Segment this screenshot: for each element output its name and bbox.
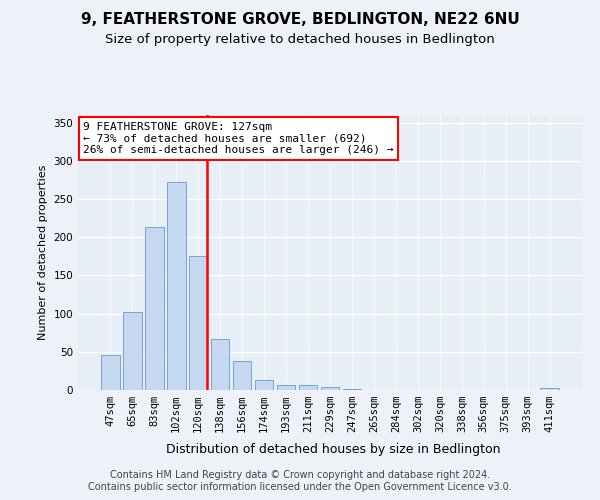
Text: 9, FEATHERSTONE GROVE, BEDLINGTON, NE22 6NU: 9, FEATHERSTONE GROVE, BEDLINGTON, NE22 …: [80, 12, 520, 28]
Text: Size of property relative to detached houses in Bedlington: Size of property relative to detached ho…: [105, 32, 495, 46]
Text: Contains public sector information licensed under the Open Government Licence v3: Contains public sector information licen…: [88, 482, 512, 492]
Text: Contains HM Land Registry data © Crown copyright and database right 2024.: Contains HM Land Registry data © Crown c…: [110, 470, 490, 480]
Bar: [343, 389, 361, 390]
Bar: [167, 182, 185, 390]
Bar: [189, 256, 208, 390]
Y-axis label: Number of detached properties: Number of detached properties: [38, 165, 48, 340]
Bar: [277, 384, 295, 390]
Bar: [145, 226, 164, 390]
Text: Distribution of detached houses by size in Bedlington: Distribution of detached houses by size …: [166, 442, 500, 456]
Bar: [541, 388, 559, 390]
Text: 9 FEATHERSTONE GROVE: 127sqm
← 73% of detached houses are smaller (692)
26% of s: 9 FEATHERSTONE GROVE: 127sqm ← 73% of de…: [83, 122, 394, 155]
Bar: [299, 384, 317, 390]
Bar: [211, 339, 229, 390]
Bar: [320, 387, 340, 390]
Bar: [101, 355, 119, 390]
Bar: [255, 380, 274, 390]
Bar: [233, 361, 251, 390]
Bar: [123, 312, 142, 390]
